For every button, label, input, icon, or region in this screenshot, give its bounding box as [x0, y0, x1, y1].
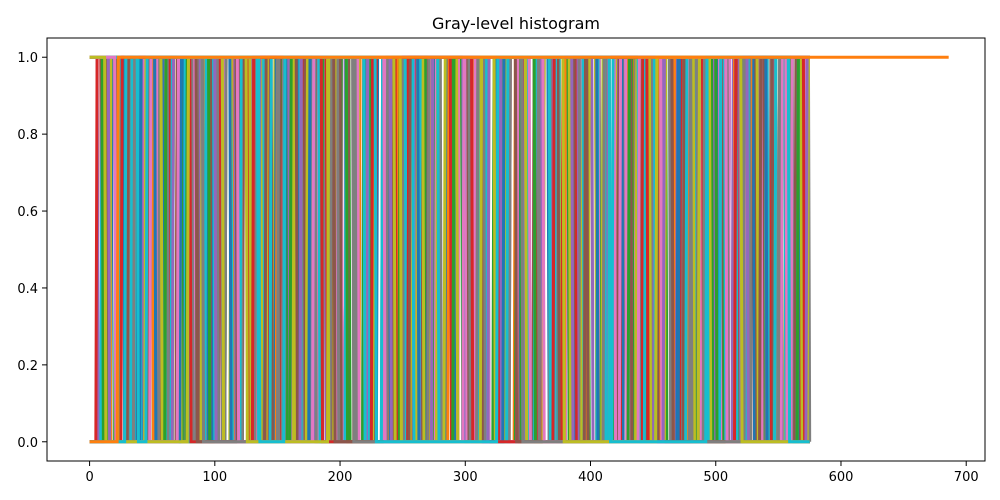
x-tick-label-300: 300 — [453, 470, 478, 485]
x-tick-label-600: 600 — [829, 470, 854, 485]
x-tick-label-100: 100 — [202, 470, 227, 485]
x-tick-label-700: 700 — [954, 470, 979, 485]
y-tick-label-1: 0.2 — [17, 359, 38, 374]
y-axis: 0.0 0.2 0.4 0.6 0.8 1.0 — [17, 51, 47, 451]
y-tick-label-2: 0.4 — [17, 282, 38, 297]
series-line-27 — [89, 55, 810, 444]
series-line-30 — [89, 55, 949, 444]
chart-title: Gray-level histogram — [432, 14, 600, 33]
x-tick-label-500: 500 — [703, 470, 728, 485]
plot-frame — [46, 37, 986, 462]
y-tick-label-3: 0.6 — [17, 205, 38, 220]
y-tick-label-5: 1.0 — [17, 51, 38, 66]
y-tick-label-4: 0.8 — [17, 128, 38, 143]
series-layer — [89, 55, 949, 444]
y-tick-label-0: 0.0 — [17, 436, 38, 451]
series-line-25 — [89, 55, 810, 444]
series-line-28 — [89, 55, 810, 444]
x-tick-label-0: 0 — [85, 470, 93, 485]
x-tick-label-200: 200 — [328, 470, 353, 485]
x-axis: 0 100 200 300 400 500 600 700 — [85, 461, 979, 485]
x-tick-label-400: 400 — [578, 470, 603, 485]
